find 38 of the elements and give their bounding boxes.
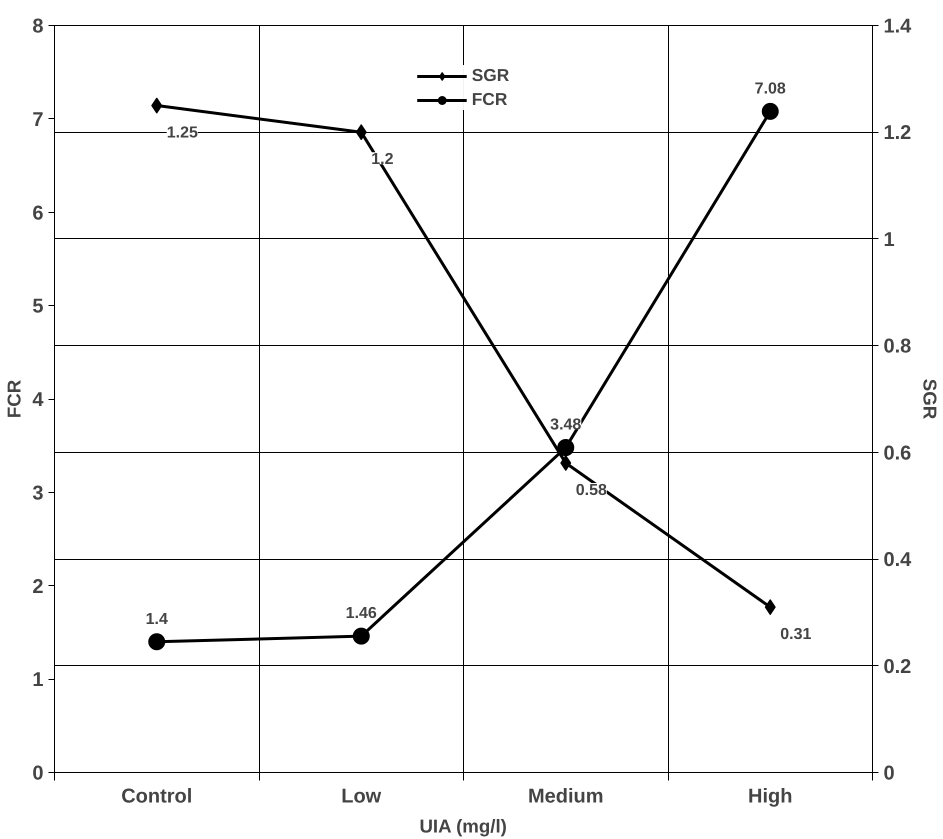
y-tick-label: 2 — [32, 576, 44, 598]
y2-tick-label: 1.4 — [884, 16, 912, 38]
y2-tick-label: 0.6 — [884, 442, 912, 464]
legend-label: SGR — [472, 65, 510, 86]
y-tick-label: 7 — [32, 108, 44, 131]
y2-tick-label: 0.4 — [884, 549, 912, 572]
data-label: 7.08 — [754, 80, 786, 98]
y-tick-label: 0 — [32, 762, 44, 784]
data-label: 1.46 — [346, 605, 377, 622]
x-tick-label: Low — [341, 786, 382, 808]
point — [352, 628, 370, 645]
legend-label: FCR — [472, 89, 508, 110]
y-tick-label: 5 — [32, 296, 44, 318]
data-label: 1.4 — [146, 610, 168, 628]
data-label: 0.58 — [576, 482, 607, 500]
point — [148, 633, 166, 650]
data-label: 1.25 — [166, 124, 198, 142]
y2-tick-label: 0 — [884, 762, 895, 784]
y2-tick-label: 0.2 — [884, 656, 912, 678]
y2-tick-label: 0.8 — [884, 336, 912, 358]
data-label: 1.2 — [371, 151, 394, 168]
x-tick-label: Medium — [528, 786, 604, 808]
point — [762, 102, 779, 120]
y-tick-label: 1 — [32, 669, 44, 692]
y-tick-label: 8 — [32, 16, 44, 38]
y-tick-label: 6 — [32, 202, 44, 224]
data-label: 0.31 — [780, 626, 812, 644]
y2-axis-title: SGR — [919, 378, 940, 420]
x-tick-label: High — [748, 786, 792, 808]
y-axis-title: FCR — [3, 379, 24, 418]
y2-tick-label: 1.2 — [884, 122, 912, 144]
data-label: 3.48 — [550, 416, 582, 434]
x-tick-label: Control — [121, 786, 192, 808]
x-axis-title: UIA (mg/l) — [419, 816, 507, 836]
point — [557, 439, 574, 456]
y-tick-label: 4 — [32, 389, 44, 411]
y-tick-label: 3 — [32, 482, 44, 504]
y2-tick-label: 1 — [884, 228, 895, 251]
